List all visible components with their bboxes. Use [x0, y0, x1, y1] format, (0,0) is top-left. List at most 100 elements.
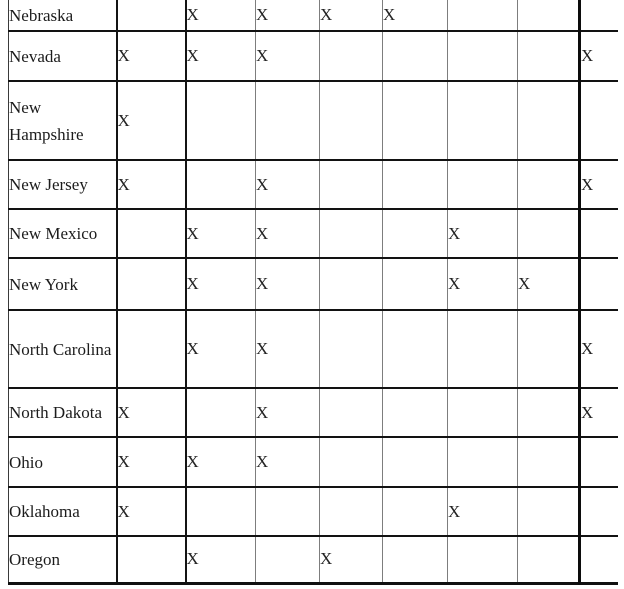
empty-cell — [319, 437, 383, 487]
mark-cell: X — [447, 258, 518, 310]
state-name-cell: New Hampshire — [8, 81, 117, 160]
mark-cell: X — [115, 487, 186, 536]
table-row: Nevada X X X X — [8, 31, 618, 81]
mark-cell: X — [578, 388, 618, 437]
empty-cell — [578, 258, 618, 310]
state-name-cell: New Jersey — [8, 160, 117, 209]
empty-cell — [517, 487, 580, 536]
table-row: Oregon X X — [8, 536, 618, 583]
empty-cell — [517, 160, 580, 209]
empty-cell — [319, 31, 383, 81]
empty-cell — [447, 437, 518, 487]
empty-cell — [517, 536, 580, 583]
empty-cell — [255, 81, 320, 160]
mark-cell: X — [184, 209, 256, 258]
mark-cell: X — [319, 536, 383, 583]
state-name-cell: North Dakota — [8, 388, 117, 437]
empty-cell — [115, 209, 186, 258]
mark-cell: X — [255, 388, 320, 437]
mark-cell: X — [255, 437, 320, 487]
mark-cell: X — [255, 0, 320, 31]
table-row: New York X X X X — [8, 258, 618, 310]
empty-cell — [255, 536, 320, 583]
empty-cell — [517, 388, 580, 437]
mark-cell: X — [319, 0, 383, 31]
empty-cell — [319, 258, 383, 310]
empty-cell — [447, 536, 518, 583]
mark-cell: X — [184, 258, 256, 310]
empty-cell — [382, 31, 448, 81]
mark-cell: X — [184, 31, 256, 81]
empty-cell — [447, 81, 518, 160]
state-name-cell: Nebraska — [8, 0, 117, 31]
empty-cell — [578, 536, 618, 583]
empty-cell — [319, 209, 383, 258]
mark-cell: X — [382, 0, 448, 31]
empty-cell — [517, 437, 580, 487]
empty-cell — [382, 81, 448, 160]
state-name-cell: Oklahoma — [8, 487, 117, 536]
table-row: Oklahoma X X — [8, 487, 618, 536]
mark-cell: X — [184, 0, 256, 31]
mark-cell: X — [578, 160, 618, 209]
state-name-cell: New York — [8, 258, 117, 310]
state-checklist-table: Nebraska X X X X Nevada X X X X New Hampshire X New … — [8, 0, 618, 585]
mark-cell: X — [447, 487, 518, 536]
empty-cell — [382, 388, 448, 437]
empty-cell — [578, 81, 618, 160]
mark-cell: X — [447, 209, 518, 258]
table-body: Nebraska X X X X Nevada X X X X New Hampshire X New … — [8, 0, 618, 583]
empty-cell — [578, 437, 618, 487]
state-name-cell: North Carolina — [8, 310, 117, 388]
empty-cell — [447, 0, 518, 31]
empty-cell — [382, 536, 448, 583]
empty-cell — [578, 487, 618, 536]
mark-cell: X — [115, 160, 186, 209]
empty-cell — [447, 388, 518, 437]
table-row: Nebraska X X X X — [8, 0, 618, 31]
empty-cell — [319, 310, 383, 388]
empty-cell — [382, 437, 448, 487]
empty-cell — [319, 487, 383, 536]
empty-cell — [382, 487, 448, 536]
mark-cell: X — [255, 31, 320, 81]
empty-cell — [115, 310, 186, 388]
state-name-cell: Ohio — [8, 437, 117, 487]
table-row: New Mexico X X X — [8, 209, 618, 258]
empty-cell — [255, 487, 320, 536]
empty-cell — [447, 310, 518, 388]
table-row: New Jersey X X X — [8, 160, 618, 209]
empty-cell — [517, 209, 580, 258]
empty-cell — [447, 160, 518, 209]
empty-cell — [382, 209, 448, 258]
empty-cell — [382, 160, 448, 209]
mark-cell: X — [255, 310, 320, 388]
empty-cell — [319, 388, 383, 437]
empty-cell — [184, 487, 256, 536]
empty-cell — [115, 536, 186, 583]
empty-cell — [517, 31, 580, 81]
state-name-cell: New Mexico — [8, 209, 117, 258]
mark-cell: X — [255, 160, 320, 209]
empty-cell — [578, 209, 618, 258]
table-row: New Hampshire X — [8, 81, 618, 160]
mark-cell: X — [578, 310, 618, 388]
table-row: North Carolina X X X — [8, 310, 618, 388]
empty-cell — [184, 388, 256, 437]
empty-cell — [319, 81, 383, 160]
mark-cell: X — [517, 258, 580, 310]
empty-cell — [382, 258, 448, 310]
mark-cell: X — [115, 31, 186, 81]
empty-cell — [517, 310, 580, 388]
state-name-cell: Nevada — [8, 31, 117, 81]
table-row: Ohio X X X — [8, 437, 618, 487]
mark-cell: X — [184, 310, 256, 388]
empty-cell — [578, 0, 618, 31]
empty-cell — [115, 258, 186, 310]
empty-cell — [319, 160, 383, 209]
mark-cell: X — [578, 31, 618, 81]
state-name-cell: Oregon — [8, 536, 117, 583]
empty-cell — [184, 81, 256, 160]
empty-cell — [115, 0, 186, 31]
